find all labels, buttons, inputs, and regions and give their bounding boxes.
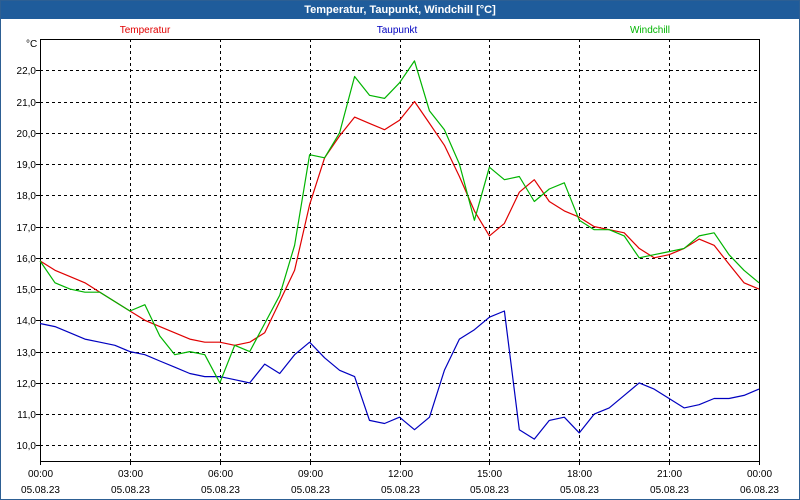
series-line-taupunkt — [39, 310, 760, 440]
x-tick-time: 09:00 — [298, 469, 323, 480]
y-tick-label: 14,0 — [17, 316, 37, 327]
x-tick-date: 05.08.23 — [560, 485, 599, 496]
x-tick-time: 12:00 — [388, 469, 413, 480]
x-tick-time: 00:00 — [747, 469, 772, 480]
series-line-temperatur — [39, 100, 760, 346]
x-tick-time: 06:00 — [208, 469, 233, 480]
y-tick-label: 15,0 — [17, 285, 37, 296]
x-tick-date: 05.08.23 — [291, 485, 330, 496]
x-tick-date: 05.08.23 — [381, 485, 420, 496]
x-tick-date: 05.08.23 — [470, 485, 509, 496]
axes — [36, 39, 760, 465]
y-axis-unit: °C — [26, 39, 37, 50]
legend: Temperatur Taupunkt Windchill — [120, 25, 670, 36]
x-tick-date: 05.08.23 — [111, 485, 150, 496]
plot-border — [40, 39, 760, 462]
legend-taupunkt: Taupunkt — [377, 25, 418, 36]
x-tick-date: 05.08.23 — [21, 485, 60, 496]
y-tick-label: 13,0 — [17, 348, 37, 359]
y-tick-label: 19,0 — [17, 160, 37, 171]
y-tick-label: 21,0 — [17, 98, 37, 109]
legend-temperatur: Temperatur — [120, 25, 171, 36]
x-tick-time: 00:00 — [28, 469, 53, 480]
x-tick-time: 15:00 — [477, 469, 502, 480]
x-tick-time: 18:00 — [567, 469, 592, 480]
chart-title: Temperatur, Taupunkt, Windchill [°C] — [1, 1, 799, 19]
y-tick-label: 12,0 — [17, 379, 37, 390]
y-tick-label: 10,0 — [17, 441, 37, 452]
x-tick-date: 05.08.23 — [650, 485, 689, 496]
y-tick-label: 11,0 — [17, 410, 36, 421]
y-tick-label: 17,0 — [17, 223, 37, 234]
grid-lines — [40, 39, 760, 461]
y-tick-label: 16,0 — [17, 254, 37, 265]
legend-windchill: Windchill — [630, 25, 670, 36]
y-tick-label: 20,0 — [17, 129, 37, 140]
x-tick-time: 03:00 — [118, 469, 143, 480]
tick-labels: 10,0 11,0 12,0 13,0 14,0 15,0 16,0 17,0 18,0 19,0… — [17, 39, 780, 496]
x-tick-time: 21:00 — [657, 469, 682, 480]
x-tick-date: 05.08.23 — [201, 485, 240, 496]
x-tick-date: 06.08.23 — [740, 485, 779, 496]
y-tick-label: 22,0 — [17, 66, 37, 77]
series-lines — [39, 60, 760, 440]
series-line-windchill — [39, 60, 760, 384]
y-tick-label: 18,0 — [17, 191, 37, 202]
